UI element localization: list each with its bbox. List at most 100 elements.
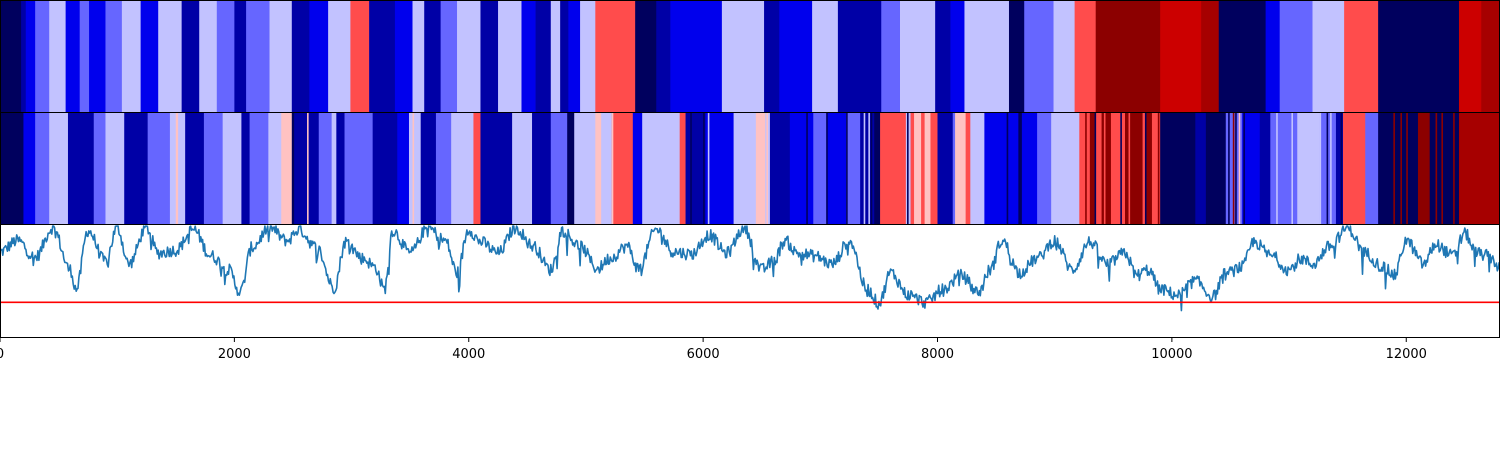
heatmap-stripe xyxy=(703,113,705,224)
heatmap-stripe xyxy=(846,113,848,224)
heatmap-cell xyxy=(199,1,218,112)
heatmap-cell xyxy=(679,113,686,224)
heatmap-stripe xyxy=(289,113,292,224)
heatmap-cell xyxy=(900,1,936,112)
heatmap-stripe xyxy=(907,113,909,224)
heatmap-cell xyxy=(812,1,839,112)
heatmap-cell xyxy=(1297,113,1320,224)
heatmap-cell xyxy=(984,113,1020,224)
heatmap-cell xyxy=(837,1,882,112)
heatmap-stripe xyxy=(1291,113,1294,224)
heatmap-cell xyxy=(394,1,413,112)
heatmap-cell xyxy=(779,1,813,112)
heatmap-stripe xyxy=(1330,113,1332,224)
heatmap-stripe xyxy=(690,113,692,224)
heatmap-cell xyxy=(965,113,971,224)
heatmap-stripe xyxy=(1157,113,1160,224)
heatmap-cell xyxy=(424,1,442,112)
heatmap-cell xyxy=(158,1,183,112)
heatmap-cell xyxy=(567,113,575,224)
heatmap-cell xyxy=(21,1,27,112)
heatmap-cell xyxy=(1024,1,1054,112)
heatmap-cell xyxy=(185,113,205,224)
heatmap-stripe xyxy=(611,113,614,224)
heatmap-cell xyxy=(121,1,142,112)
heatmap-cell xyxy=(318,113,333,224)
heatmap-cell xyxy=(397,113,410,224)
heatmap-cell xyxy=(49,1,67,112)
x-tick-label: 0 xyxy=(0,347,4,362)
heatmap-cell xyxy=(175,113,179,224)
heatmap-stripe xyxy=(1006,113,1009,224)
heatmap-cell xyxy=(124,113,149,224)
heatmap-cell xyxy=(0,113,24,224)
heatmap-cell xyxy=(49,113,69,224)
heatmap-cell xyxy=(1335,113,1344,224)
heatmap-cell xyxy=(937,113,954,224)
heatmap-cell xyxy=(480,113,513,224)
heatmap-cell xyxy=(498,1,522,112)
signal-series-line xyxy=(0,225,1500,312)
heatmap-cell xyxy=(435,113,452,224)
heatmap-stripe xyxy=(707,113,710,224)
heatmap-cell xyxy=(294,113,320,224)
heatmap-cell xyxy=(281,113,293,224)
heatmap-cell xyxy=(140,1,159,112)
heatmap-stripe xyxy=(863,113,866,224)
heatmap-cell xyxy=(1125,113,1143,224)
heatmap-cell xyxy=(1242,113,1261,224)
heatmap-cell xyxy=(35,113,50,224)
heatmap-cell xyxy=(1146,113,1153,224)
heatmap-stripe xyxy=(870,113,873,224)
heatmap-cell xyxy=(1429,113,1460,224)
heatmap-cell xyxy=(769,113,791,224)
heatmap-cell xyxy=(1051,113,1080,224)
heatmap-cell xyxy=(234,1,247,112)
heatmap-cell xyxy=(611,113,634,224)
middle-heatmap-panel xyxy=(0,112,1500,225)
heatmap-cell xyxy=(560,1,569,112)
signal-line-panel xyxy=(0,224,1500,338)
heatmap-cell xyxy=(635,1,657,112)
heatmap-cell xyxy=(268,113,282,224)
heatmap-cell xyxy=(408,113,422,224)
heatmap-stripe xyxy=(1103,113,1106,224)
heatmap-stripe xyxy=(1228,113,1230,224)
heatmap-cell xyxy=(1265,1,1281,112)
heatmap-cell xyxy=(733,113,757,224)
heatmap-stripe xyxy=(1018,113,1020,224)
heatmap-cell xyxy=(846,113,861,224)
heatmap-cell xyxy=(813,113,828,224)
heatmap-cell xyxy=(1101,113,1112,224)
heatmap-cell xyxy=(721,1,765,112)
heatmap-cell xyxy=(369,1,396,112)
heatmap-cell xyxy=(952,113,956,224)
heatmap-cell xyxy=(1417,113,1431,224)
heatmap-stripe xyxy=(766,113,769,224)
heatmap-cell xyxy=(1205,113,1227,224)
x-tick-label: 4000 xyxy=(452,347,485,362)
heatmap-stripe xyxy=(1085,113,1087,224)
heatmap-cell xyxy=(1053,1,1076,112)
heatmap-cell xyxy=(574,113,596,224)
x-tick-label: 12000 xyxy=(1386,347,1427,362)
heatmap-cell xyxy=(521,1,536,112)
heatmap-cell xyxy=(420,113,437,224)
x-axis: 0 2000 4000 6000 8000 10000 12000 xyxy=(0,337,1427,362)
heatmap-cell xyxy=(331,113,337,224)
heatmap-cell xyxy=(789,113,814,224)
heatmap-cell xyxy=(451,113,474,224)
heatmap-cell xyxy=(1160,1,1202,112)
heatmap-cell xyxy=(350,1,370,112)
heatmap-stripe xyxy=(826,113,828,224)
heatmap-cell xyxy=(532,113,552,224)
heatmap-stripe xyxy=(1435,113,1438,224)
heatmap-cell xyxy=(705,113,734,224)
heatmap-cell xyxy=(642,113,681,224)
heatmap-cell xyxy=(580,1,596,112)
heatmap-cell xyxy=(1195,113,1207,224)
heatmap-cell xyxy=(1095,1,1161,112)
heatmap-cell xyxy=(1458,1,1482,112)
heatmap-stripe xyxy=(412,113,415,224)
